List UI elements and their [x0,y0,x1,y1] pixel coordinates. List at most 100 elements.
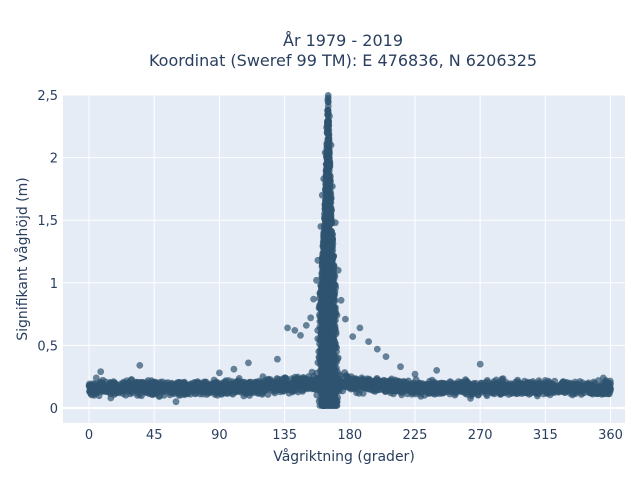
data-point [136,391,144,399]
data-point [333,402,341,409]
data-point [476,360,484,368]
y-tick-label: 2 [50,152,58,167]
data-point [398,391,406,399]
data-point [172,398,180,406]
x-tick-label: 315 [533,428,558,443]
x-tick-label: 45 [146,428,163,443]
data-point [323,381,331,389]
data-point [503,388,510,396]
data-point [141,385,149,393]
grid-lines [63,94,625,423]
data-point [323,186,331,194]
data-point [320,175,328,183]
data-point [212,379,220,387]
x-tick-label: 360 [598,428,623,443]
data-point [433,367,441,374]
x-tick-label: 0 [85,428,93,443]
data-point [502,383,510,390]
data-point [166,382,174,390]
data-point [168,388,176,396]
data-point [451,383,458,390]
data-point [576,378,584,385]
data-point [468,384,476,392]
data-point [325,154,333,162]
plot-area [63,95,625,423]
data-point [455,378,462,386]
data-point [327,213,334,221]
data-point [325,335,333,343]
data-point [324,307,332,315]
data-point [278,385,286,393]
data-point [302,322,310,329]
data-point [101,387,109,395]
data-point [326,112,333,120]
data-point [214,391,221,399]
data-point [181,389,189,397]
data-point [323,161,330,168]
y-tick-label: 0,5 [37,339,58,354]
data-point [310,295,317,303]
data-point [259,380,267,388]
data-point [495,386,502,394]
data-point [337,296,345,304]
y-tick-label: 1 [50,277,58,292]
data-point [397,363,404,371]
x-tick-label: 270 [468,428,493,443]
data-point [532,380,540,388]
y-tick-label: 1,5 [37,214,58,229]
data-point [326,232,334,240]
data-point [331,296,338,304]
data-point [241,388,249,396]
data-point [355,390,363,397]
data-point [388,386,396,394]
data-point [320,320,328,327]
data-point [293,386,300,394]
data-point [178,384,186,391]
data-point [317,223,325,230]
data-point [320,297,328,305]
data-point [563,384,571,392]
data-point [307,314,315,322]
data-point [92,374,100,382]
data-point [329,367,336,374]
data-point [598,382,606,390]
data-point [325,358,332,366]
x-tick-label: 90 [211,428,228,443]
data-point [246,381,254,388]
data-point [365,338,372,345]
data-point [400,378,408,386]
data-point [366,377,374,385]
chart-title-line2: Koordinat (Sweref 99 TM): E 476836, N 62… [149,51,537,70]
data-point [374,386,381,394]
data-point [245,359,252,367]
data-point [489,382,496,390]
data-point [422,386,430,394]
data-point [90,391,98,399]
data-point [322,201,330,208]
data-point [291,327,299,334]
data-point [350,381,358,389]
data-point [373,375,381,382]
data-point [225,387,233,394]
data-point [333,311,341,319]
chart-title-line1: År 1979 - 2019 [283,31,403,50]
data-point [359,377,367,384]
data-point [327,141,335,149]
data-point [405,383,413,391]
data-point [323,399,331,407]
data-point [498,375,506,383]
data-point [194,378,202,386]
data-point [316,358,324,366]
data-point [216,369,223,377]
data-point [388,377,395,385]
data-point [342,315,349,323]
data-point [331,219,339,227]
data-point [329,183,336,190]
data-point [316,289,324,297]
data-point [342,373,350,380]
data-point [349,333,357,340]
data-point [308,377,315,385]
data-point [159,378,166,386]
data-point [125,379,133,387]
